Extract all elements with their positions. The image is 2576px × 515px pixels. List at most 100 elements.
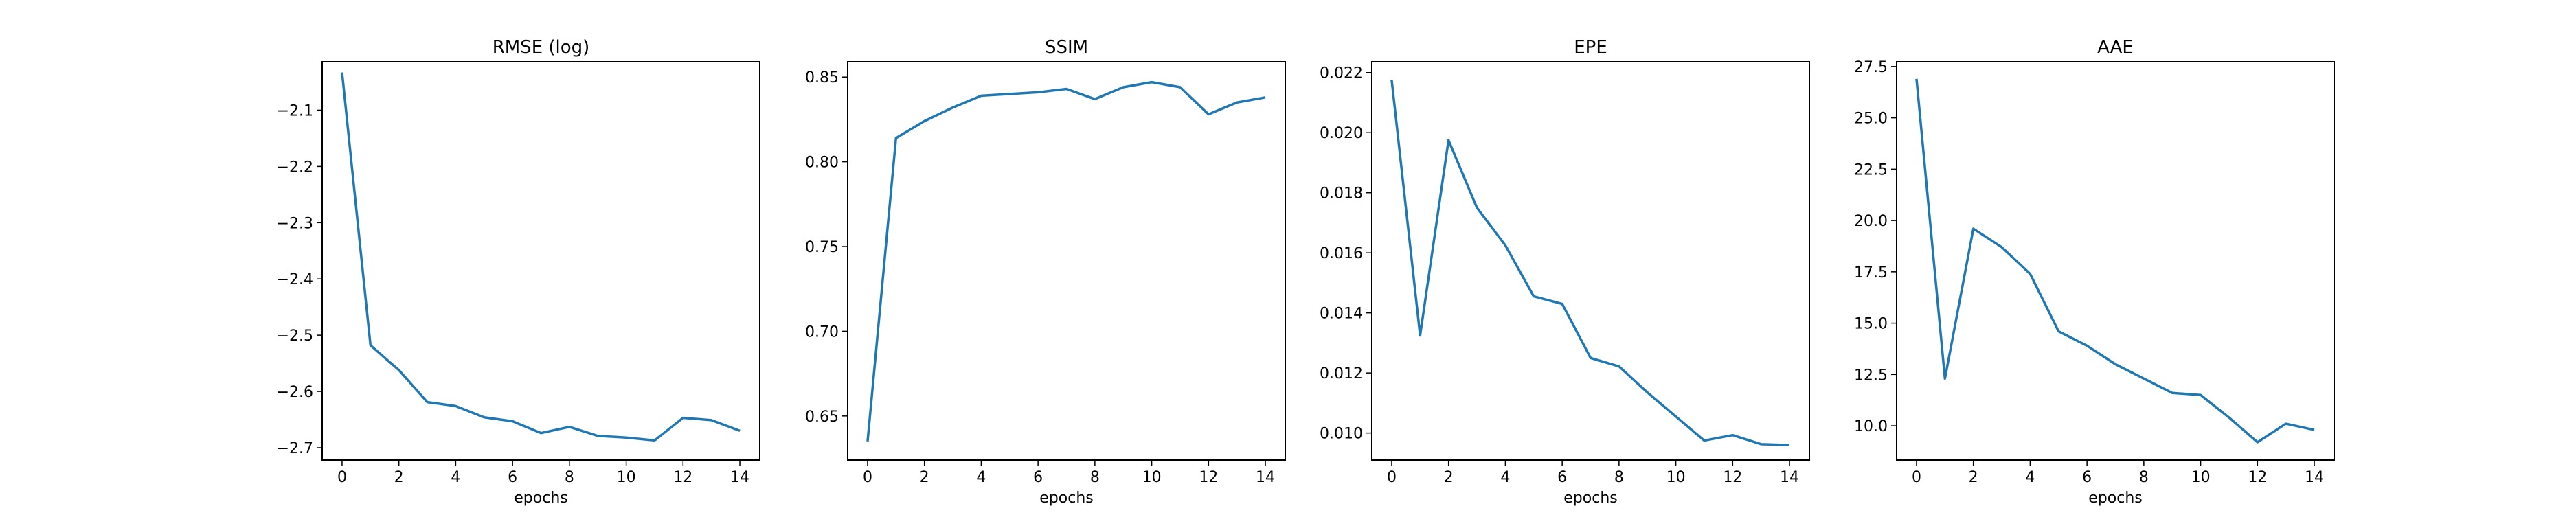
data-point (1179, 86, 1182, 89)
y-tick-label: 0.016 (1320, 245, 1363, 262)
y-tick-label: 17.5 (1854, 264, 1888, 282)
y-tick-label: −2.5 (277, 328, 313, 345)
x-tick-label: 2 (1444, 469, 1454, 486)
y-tick-label: 22.5 (1854, 161, 1888, 179)
series-line (1390, 80, 1790, 446)
y-tick-label: 20.0 (1854, 213, 1888, 230)
x-tick-label: 8 (2139, 469, 2149, 486)
chart-panel-2: SSIM 0 2 4 6 8 10 12 14 0.65 0.70 0.75 0.80 0.85 epoch… (805, 37, 1286, 507)
data-point (1760, 443, 1763, 446)
data-point (653, 439, 656, 442)
data-point (341, 71, 343, 74)
y-tick-label: −2.3 (277, 215, 313, 232)
data-point (1264, 96, 1267, 99)
x-tick-label: 8 (1090, 469, 1100, 486)
x-tick-label: 10 (617, 469, 636, 486)
data-point (2000, 246, 2003, 249)
chart-title: EPE (1574, 37, 1607, 58)
data-point (894, 137, 897, 139)
data-point (2228, 416, 2230, 419)
x-axis-label: epochs (2088, 490, 2142, 507)
axes-frame (1896, 61, 2335, 461)
data-point (1703, 439, 1706, 442)
data-point (1390, 79, 1393, 82)
y-tick-label: −2.4 (277, 271, 313, 288)
y-tick-label: 0.70 (805, 323, 839, 341)
data-point (2114, 363, 2117, 365)
data-point (980, 94, 982, 97)
y-tick-label: 0.65 (805, 409, 839, 426)
data-point (1207, 113, 1210, 116)
y-tick-label: 15.0 (1854, 316, 1888, 333)
data-point (1065, 87, 1068, 90)
x-tick-label: 14 (1256, 469, 1275, 486)
y-tick-label: 10.0 (1854, 418, 1888, 435)
data-point (2285, 422, 2287, 425)
y-tick-label: 0.020 (1320, 125, 1363, 142)
x-tick-label: 6 (1557, 469, 1567, 486)
x-tick-label: 6 (2082, 469, 2092, 486)
x-tick-label: 10 (1667, 469, 1686, 486)
y-tick-label: −2.1 (277, 102, 313, 119)
data-point (511, 420, 514, 422)
data-point (1236, 101, 1239, 104)
x-tick-label: 0 (1912, 469, 1921, 486)
x-tick-label: 10 (2191, 469, 2211, 486)
x-tick-label: 8 (1614, 469, 1624, 486)
data-point (454, 404, 457, 407)
x-tick-label: 0 (863, 469, 872, 486)
data-point (1037, 91, 1039, 93)
x-tick-label: 10 (1142, 469, 1162, 486)
data-point (2057, 330, 2060, 333)
data-point (398, 369, 400, 371)
data-point (1646, 391, 1649, 394)
data-point (1151, 81, 1153, 84)
x-tick-label: 8 (565, 469, 574, 486)
data-point (426, 401, 429, 404)
x-tick-label: 14 (2305, 469, 2324, 486)
x-tick-label: 2 (1969, 469, 1978, 486)
data-point (1618, 365, 1620, 368)
y-tick-label: 0.85 (805, 69, 839, 87)
data-point (681, 417, 684, 420)
x-tick-label: 0 (337, 469, 347, 486)
axes-frame (1371, 61, 1810, 461)
data-point (1504, 244, 1506, 247)
data-point (540, 432, 543, 435)
data-point (1788, 444, 1791, 446)
y-tick-label: −2.7 (277, 440, 313, 457)
chart-panel-4: AAE 0 2 4 6 8 10 12 14 10.0 12.5 15.0 17.5 20.0 22.5 25… (1854, 37, 2335, 507)
data-point (1533, 295, 1535, 298)
data-point (483, 416, 486, 419)
x-tick-label: 0 (1387, 469, 1397, 486)
data-point (2256, 441, 2259, 444)
data-point (1561, 303, 1563, 306)
data-point (866, 440, 869, 443)
x-tick-label: 14 (1780, 469, 1799, 486)
x-tick-label: 6 (1033, 469, 1043, 486)
data-point (1972, 227, 1975, 230)
data-point (710, 419, 713, 422)
chart-panel-1: RMSE (log) 0 2 4 6 8 10 12 14 −2.1 −2.2 −2.3 −2.4 −2.… (277, 37, 760, 507)
data-point (1590, 356, 1592, 359)
data-point (1419, 334, 1421, 336)
data-point (1008, 93, 1011, 95)
data-point (568, 426, 571, 428)
y-tick-label: −2.2 (277, 159, 313, 176)
chart-title: AAE (2097, 37, 2134, 58)
series-line (341, 72, 741, 442)
x-axis-label: epochs (1039, 490, 1093, 507)
x-tick-label: 2 (920, 469, 929, 486)
data-point (2171, 391, 2173, 394)
data-point (2086, 344, 2088, 347)
data-point (1447, 139, 1450, 141)
data-point (2200, 393, 2202, 396)
data-point (951, 106, 954, 109)
x-tick-label: 12 (673, 469, 692, 486)
data-point (1675, 415, 1677, 418)
chart-title: SSIM (1045, 37, 1088, 58)
data-point (1094, 98, 1096, 100)
x-tick-label: 14 (730, 469, 749, 486)
x-tick-label: 2 (394, 469, 404, 486)
data-point (1476, 207, 1478, 209)
